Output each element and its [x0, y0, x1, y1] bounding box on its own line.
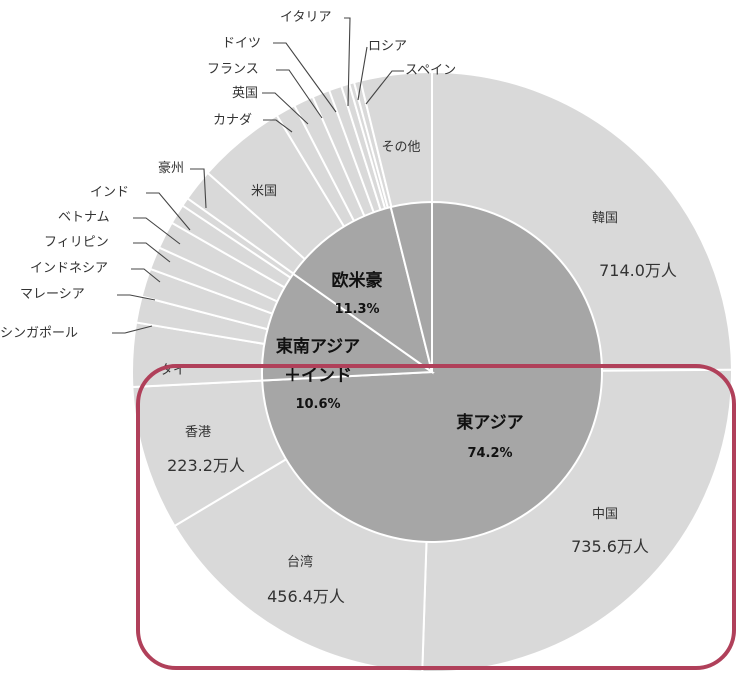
- outer-label-9: ベトナム: [58, 210, 110, 225]
- outer-value-1: 735.6万人: [571, 537, 649, 556]
- outer-label-19: スペイン: [405, 63, 456, 78]
- outer-label-3: 香港: [185, 425, 211, 440]
- outer-label-12: 米国: [251, 184, 277, 199]
- outer-label-5: シンガポール: [0, 326, 78, 341]
- outer-label-20: その他: [381, 140, 420, 155]
- outer-label-7: インドネシア: [30, 261, 108, 276]
- outer-label-17: イタリア: [280, 10, 331, 25]
- outer-label-16: ドイツ: [222, 36, 261, 51]
- leader-line-8: [133, 242, 171, 263]
- leader-line-9: [133, 217, 181, 245]
- inner-label-1-line1: 東南アジア: [276, 336, 360, 357]
- outer-label-0: 韓国: [592, 211, 618, 226]
- outer-label-13: カナダ: [213, 113, 252, 128]
- inner-percent-2: 11.3%: [334, 302, 379, 317]
- leader-line-7: [131, 268, 161, 283]
- outer-value-2: 456.4万人: [267, 587, 345, 606]
- outer-label-18: ロシア: [368, 39, 407, 54]
- inner-label-1-line2: ＋インド: [284, 366, 352, 386]
- outer-label-2: 台湾: [287, 554, 313, 570]
- outer-label-15: フランス: [207, 62, 259, 77]
- leader-line-18: [357, 46, 368, 101]
- outer-value-0: 714.0万人: [599, 261, 677, 280]
- outer-label-10: インド: [90, 185, 129, 200]
- outer-label-8: フィリピン: [44, 235, 109, 250]
- inner-label-0: 東アジア: [456, 412, 523, 433]
- inner-slice-1: [261, 272, 435, 382]
- inner-percent-1: 10.6%: [295, 397, 340, 412]
- leader-line-11: [190, 168, 207, 209]
- outer-label-11: 豪州: [158, 160, 184, 176]
- outer-label-1: 中国: [592, 507, 618, 522]
- leader-line-5: [112, 325, 153, 334]
- outer-value-3: 223.2万人: [167, 456, 245, 475]
- inner-percent-0: 74.2%: [467, 446, 512, 461]
- leader-line-13: [263, 119, 293, 133]
- leader-line-14: [262, 92, 309, 125]
- leader-line-15: [276, 69, 323, 119]
- outer-label-14: 英国: [232, 86, 258, 101]
- inner-ring: [261, 200, 603, 543]
- inner-label-2: 欧米豪: [332, 270, 383, 291]
- leader-line-16: [273, 42, 337, 113]
- leader-line-6: [117, 294, 156, 301]
- outer-label-6: マレーシア: [20, 287, 85, 302]
- inner-slice-3: [389, 200, 433, 373]
- leader-line-17: [344, 17, 351, 107]
- leader-line-10: [146, 192, 191, 231]
- leader-lines: [112, 17, 404, 334]
- inner-slice-2: [291, 205, 434, 375]
- leader-line-19: [365, 70, 404, 105]
- east-asia-highlight-frame: [136, 364, 736, 670]
